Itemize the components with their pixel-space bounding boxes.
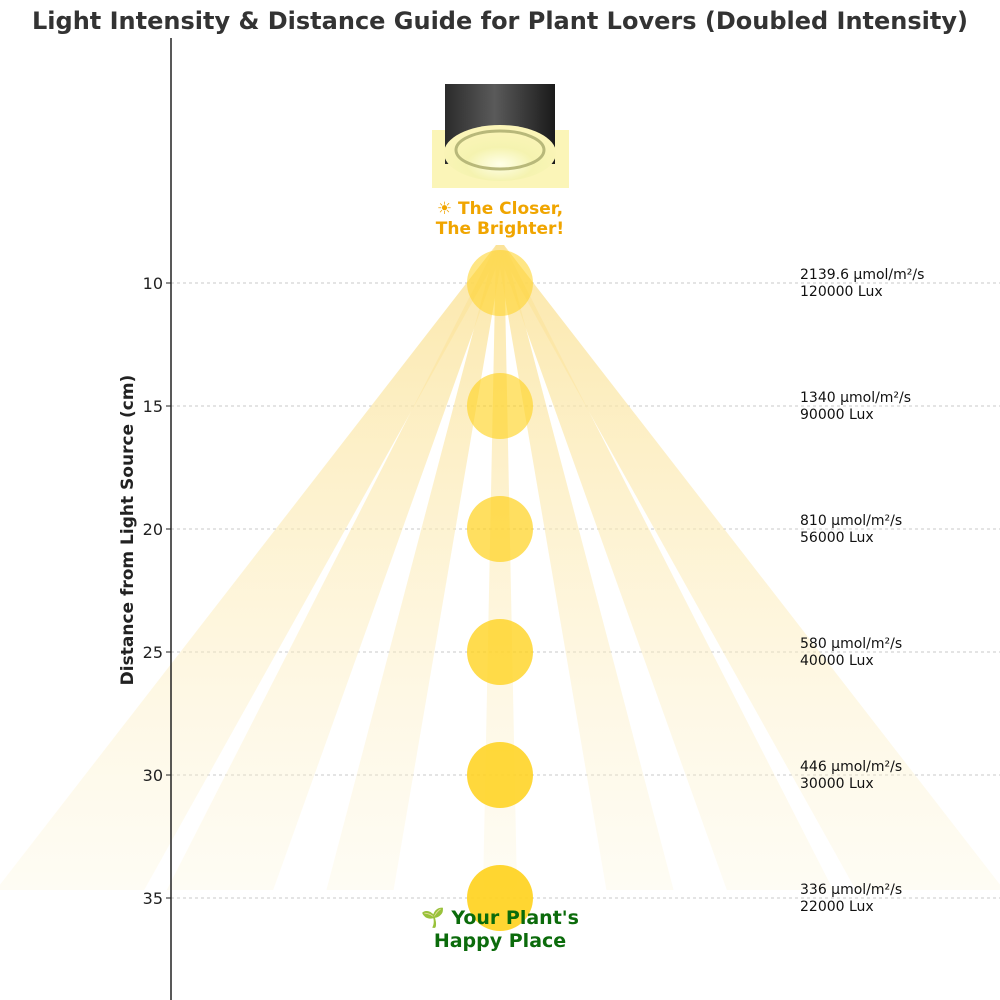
callout-closer-brighter-line2: The Brighter! (436, 219, 564, 239)
light-beams (0, 245, 1000, 890)
y-tick-label-25: 25 (143, 643, 163, 662)
y-tick-label-35: 35 (143, 889, 163, 908)
ppfd-label-15cm: 1340 μmol/m²/s (800, 390, 911, 406)
intensity-point-30cm (467, 742, 533, 808)
ppfd-label-25cm: 580 μmol/m²/s (800, 636, 902, 652)
intensity-point-10cm (467, 250, 533, 316)
lamp-illustration (432, 84, 569, 188)
light-beam-4 (496, 245, 674, 890)
chart-title: Light Intensity & Distance Guide for Pla… (32, 7, 968, 35)
y-tick-labels: 10 15 20 25 30 35 (143, 274, 171, 908)
light-beam-1 (0, 245, 504, 890)
lux-label-10cm: 120000 Lux (800, 284, 883, 300)
light-beam-center (483, 245, 517, 890)
y-tick-label-30: 30 (143, 766, 163, 785)
intensity-point-15cm (467, 373, 533, 439)
callout-happy-place-line1: 🌱 Your Plant's (421, 907, 579, 929)
intensity-point-25cm (467, 619, 533, 685)
ppfd-label-10cm: 2139.6 μmol/m²/s (800, 267, 924, 283)
ppfd-label-20cm: 810 μmol/m²/s (800, 513, 902, 529)
ppfd-label-35cm: 336 μmol/m²/s (800, 882, 902, 898)
callout-happy-place-line2: Happy Place (434, 930, 566, 952)
lux-label-25cm: 40000 Lux (800, 653, 874, 669)
intensity-point-20cm (467, 496, 533, 562)
ppfd-label-30cm: 446 μmol/m²/s (800, 759, 902, 775)
light-beam-5 (496, 245, 834, 890)
callout-closer-brighter-line1: ☀ The Closer, (437, 199, 563, 219)
y-tick-label-20: 20 (143, 520, 163, 539)
y-tick-label-15: 15 (143, 397, 163, 416)
light-beam-2 (166, 245, 505, 890)
lux-label-30cm: 30000 Lux (800, 776, 874, 792)
intensity-points (467, 250, 533, 931)
lux-label-20cm: 56000 Lux (800, 530, 874, 546)
lamp-bulb (444, 125, 556, 181)
y-axis-label: Distance from Light Source (cm) (118, 375, 138, 686)
y-tick-label-10: 10 (143, 274, 163, 293)
lux-label-35cm: 22000 Lux (800, 899, 874, 915)
lamp-reflector-ring (454, 129, 546, 171)
light-beam-3 (326, 245, 504, 890)
lux-label-15cm: 90000 Lux (800, 407, 874, 423)
light-beam-6 (496, 245, 1000, 890)
intensity-point-35cm (467, 865, 533, 931)
